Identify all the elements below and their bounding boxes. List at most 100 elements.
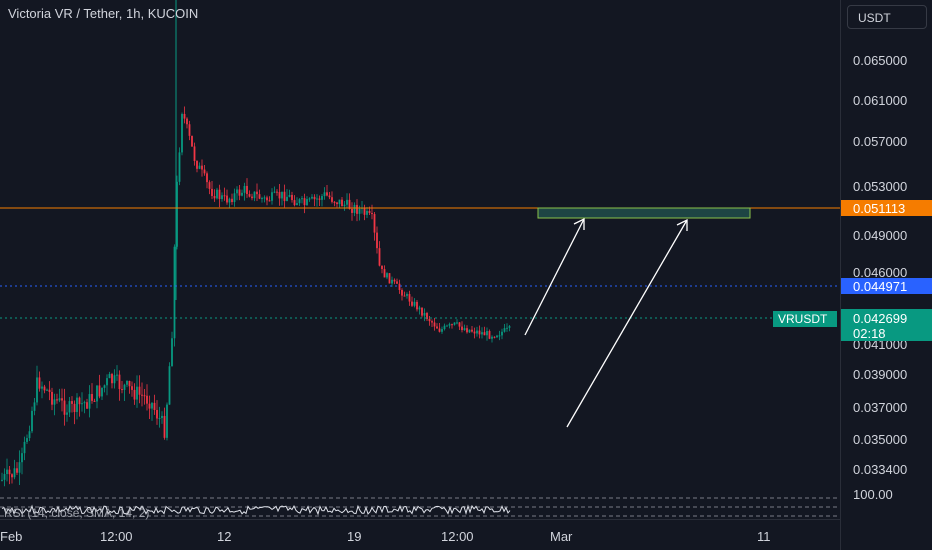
candle-body [436,326,438,329]
candle-body [23,441,26,454]
candle-body [51,391,53,405]
candle-body [403,295,406,297]
candle-body [251,196,253,199]
candle-body [81,403,83,405]
time-axis-label: 19 [347,529,362,544]
candle-body [316,198,318,200]
candle-body [301,198,303,200]
candle-body [48,389,51,392]
candle-body [466,328,468,333]
candle-body [128,380,131,387]
candle-body [108,373,111,379]
candle-body [356,204,358,214]
candle-body [413,301,416,306]
candle-body [221,195,223,200]
time-axis-label: Mar [550,529,573,544]
candle-body [331,197,333,202]
candle-body [338,199,341,205]
candle-body [288,194,291,197]
time-axis-label: 11 [757,529,771,544]
candle-body [56,399,58,401]
candle-body [58,398,61,401]
price-axis-tick: 0.049000 [853,228,908,243]
current-price-value: 0.042699 [853,311,908,326]
candle-body [368,210,371,214]
candle-body [283,191,286,202]
candle-body [401,290,403,296]
candle-body [83,402,86,404]
price-axis-tick: 0.046000 [853,265,908,280]
candle-body [358,208,361,214]
candle-body [381,265,383,270]
candle-body [241,192,243,196]
candle-body [441,329,443,332]
candle-body [111,373,113,384]
candle-body [178,152,181,182]
candle-body [456,322,458,324]
candle-body [68,401,71,413]
candle-body [166,404,168,438]
candle-body [406,294,408,296]
candle-body [156,409,158,419]
candle-body [66,412,68,415]
indicator-legend[interactable]: RSI (14, close, SMA, 14, 2) [4,506,150,520]
candle-body [223,195,226,197]
candle-body [133,389,136,400]
candle-body [378,248,381,266]
candle-body [96,385,98,402]
candle-body [336,202,338,205]
candle-body [101,387,103,397]
candle-body [246,185,248,195]
candle-body [188,124,191,136]
candle-body [21,453,23,463]
blue-line-price-tag: 0.044971 [841,278,932,294]
currency-button[interactable]: USDT [847,5,927,29]
resistance-price-tag: 0.051113 [841,200,932,216]
candle-body [458,322,461,327]
candle-body [278,192,281,199]
candle-body [183,113,186,119]
candle-body [371,213,373,215]
candle-body [173,246,176,339]
candle-body [8,469,11,475]
candle-body [143,395,146,397]
candle-body [236,189,238,194]
candle-body [468,329,471,333]
candle-body [88,394,91,409]
candle-body [11,474,13,478]
candle-body [43,386,46,391]
candle-body [206,173,208,183]
rsi-line [1,504,511,516]
candle-body [398,283,401,291]
candle-body [158,417,161,419]
candle-body [248,194,251,197]
candle-body [216,189,218,199]
candle-body [376,232,378,249]
current-price-tag: 0.042699 02:18 [841,309,932,341]
candle-body [258,194,261,199]
candle-body [508,326,511,328]
candle-body [193,146,196,161]
candle-body [243,185,246,193]
candle-body [71,401,73,404]
time-axis-label: Feb [0,529,23,544]
candle-body [393,279,396,282]
bar-countdown: 02:18 [853,326,886,341]
candle-body [266,197,268,201]
candle-body [373,214,376,233]
candle-body [313,196,316,200]
candle-body [366,210,368,215]
candle-body [78,397,81,405]
candle-body [176,181,178,247]
price-axis-tick: 0.057000 [853,134,908,149]
candle-body [196,160,198,169]
candle-body [53,399,56,405]
candle-body [118,374,121,390]
price-axis-tick: 0.061000 [853,93,908,108]
candle-body [33,402,36,411]
candle-body [233,193,236,203]
candle-body [486,331,488,336]
candle-body [171,338,173,367]
candle-body [326,192,328,196]
